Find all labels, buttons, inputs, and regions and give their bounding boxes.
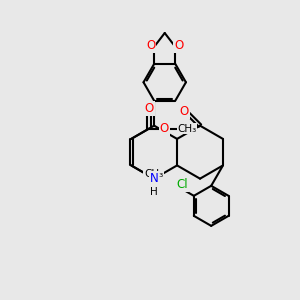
Text: N: N [150, 172, 158, 185]
Text: O: O [146, 39, 155, 52]
Text: O: O [160, 122, 169, 135]
Text: Cl: Cl [177, 178, 188, 191]
Text: O: O [180, 105, 189, 118]
Text: CH₃: CH₃ [177, 124, 196, 134]
Text: H: H [150, 187, 158, 197]
Text: CH₃: CH₃ [144, 169, 164, 179]
Text: O: O [144, 102, 154, 116]
Text: O: O [174, 39, 184, 52]
